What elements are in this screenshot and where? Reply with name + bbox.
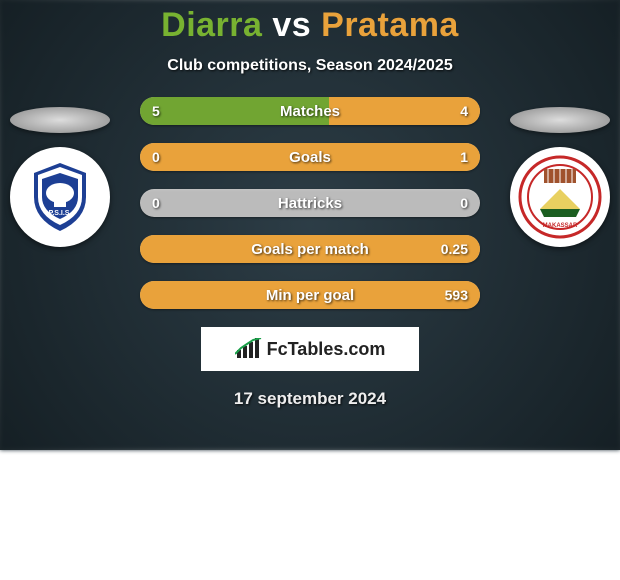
- svg-text:P.S.I.S.: P.S.I.S.: [49, 210, 72, 217]
- stat-value-left: 0: [152, 189, 160, 217]
- title-player-a: Diarra: [161, 6, 262, 44]
- content-wrapper: Diarra vs Pratama Club competitions, Sea…: [0, 0, 620, 409]
- stat-label: Goals per match: [140, 235, 480, 263]
- page-title: Diarra vs Pratama: [0, 6, 620, 45]
- team-left-badge: P.S.I.S.: [10, 147, 110, 247]
- title-player-b: Pratama: [321, 6, 459, 44]
- stats-bars-column: Matches54Goals01Hattricks00Goals per mat…: [140, 97, 480, 309]
- team-right-badge: MAKASSAR: [510, 147, 610, 247]
- title-vs: vs: [262, 6, 321, 44]
- stat-value-right: 4: [460, 97, 468, 125]
- stat-value-right: 0.25: [441, 235, 468, 263]
- stats-section: P.S.I.S. MAKASSAR: [0, 97, 620, 309]
- stat-bar: Matches5 4: [140, 97, 480, 125]
- stat-bar: Goals per match0.25: [140, 235, 480, 263]
- fctables-attribution: FcTables.com: [201, 327, 419, 371]
- stat-bar: Goals0 1: [140, 143, 480, 171]
- stat-value-left: 0: [152, 143, 160, 171]
- stat-label: Hattricks: [140, 189, 480, 217]
- date-text: 17 september 2024: [0, 389, 620, 409]
- team-left-column: P.S.I.S.: [10, 147, 110, 247]
- bar-chart-icon: [235, 338, 263, 360]
- player-silhouette-left: [10, 107, 110, 133]
- stat-bar: Min per goal593: [140, 281, 480, 309]
- stat-label: Min per goal: [140, 281, 480, 309]
- stat-bar: Hattricks0 0: [140, 189, 480, 217]
- stat-value-right: 0: [460, 189, 468, 217]
- psis-crest-icon: P.S.I.S.: [20, 157, 100, 237]
- stat-value-left: 5: [152, 97, 160, 125]
- team-right-column: MAKASSAR: [510, 147, 610, 247]
- player-silhouette-right: [510, 107, 610, 133]
- svg-text:MAKASSAR: MAKASSAR: [543, 223, 578, 229]
- attribution-text: FcTables.com: [267, 339, 386, 360]
- stat-value-right: 593: [445, 281, 468, 309]
- stat-value-right: 1: [460, 143, 468, 171]
- stat-label: Goals: [140, 143, 480, 171]
- psm-crest-icon: MAKASSAR: [518, 155, 602, 239]
- subtitle: Club competitions, Season 2024/2025: [0, 57, 620, 75]
- stat-label: Matches: [140, 97, 480, 125]
